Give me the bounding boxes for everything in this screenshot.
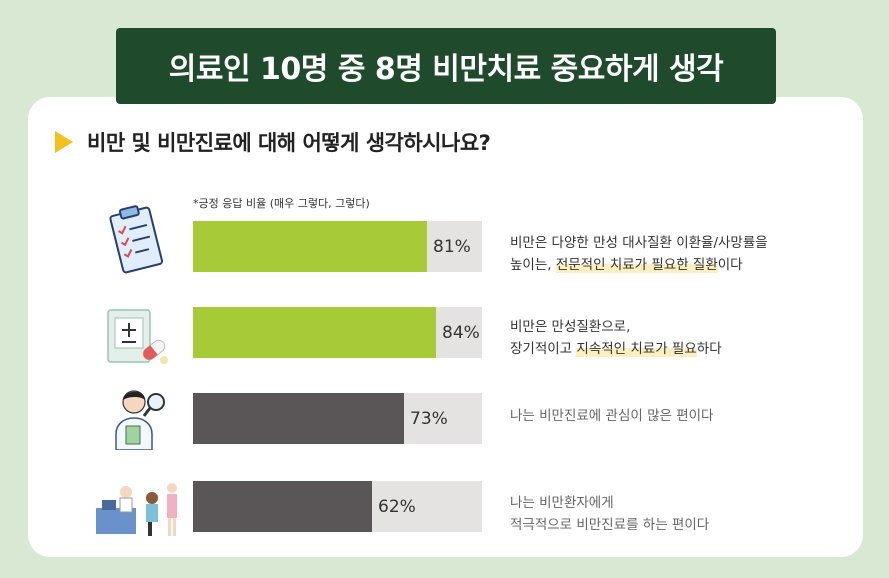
bar-value-label: 62% bbox=[378, 496, 416, 517]
page-title: 의료인 10명 중 8명 비만치료 중요하게 생각 bbox=[168, 52, 724, 87]
bar-4 bbox=[193, 481, 372, 532]
question-text: 비만 및 비만진료에 대해 어떻게 생각하시나요? bbox=[87, 131, 491, 155]
clinic-consultation-icon bbox=[96, 483, 177, 536]
description-line: 나는 비만진료에 관심이 많은 편이다 bbox=[510, 408, 714, 424]
description-line: 비만은 다양한 만성 대사질환 이환율/사망률을 bbox=[510, 235, 768, 251]
bar-value-label: 73% bbox=[410, 408, 448, 429]
row-description-2: 비만은 만성질환으로, 장기적이고 지속적인 치료가 필요하다 bbox=[510, 316, 722, 360]
clipboard-checklist-icon bbox=[109, 205, 164, 274]
bar-value-label: 84% bbox=[442, 322, 480, 343]
response-note: *긍정 응답 비율 (매우 그렇다, 그렇다) bbox=[193, 197, 370, 210]
bar-value-label: 81% bbox=[433, 236, 471, 257]
description-line: 높이는, 전문적인 치료가 필요한 질환이다 bbox=[510, 257, 743, 273]
bar-2 bbox=[193, 307, 436, 358]
title-banner: 의료인 10명 중 8명 비만치료 중요하게 생각 bbox=[116, 28, 776, 104]
highlighted-phrase: 지속적인 치료가 필요 bbox=[576, 341, 697, 357]
bar-3 bbox=[193, 393, 404, 444]
bar-track-3: 73% bbox=[193, 393, 482, 444]
doctor-magnifier-icon bbox=[115, 390, 165, 450]
description-line: 적극적으로 비만진료를 하는 편이다 bbox=[510, 517, 710, 533]
bar-1 bbox=[193, 221, 427, 272]
description-line: 비만은 만성질환으로, bbox=[510, 319, 631, 335]
row-description-3: 나는 비만진료에 관심이 많은 편이다 bbox=[510, 405, 713, 427]
play-arrow-icon bbox=[55, 131, 73, 153]
description-line: 나는 비만환자에게 bbox=[510, 495, 614, 511]
question-row: 비만 및 비만진료에 대해 어떻게 생각하시나요? bbox=[55, 127, 491, 157]
bar-track-4: 62% bbox=[193, 481, 482, 532]
medical-kit-pill-icon bbox=[107, 309, 168, 364]
bar-track-2: 84% bbox=[193, 307, 482, 358]
bar-track-1: 81% bbox=[193, 221, 482, 272]
highlighted-phrase: 전문적인 치료가 필요한 질환 bbox=[555, 257, 718, 273]
description-line: 장기적이고 지속적인 치료가 필요하다 bbox=[510, 341, 722, 357]
